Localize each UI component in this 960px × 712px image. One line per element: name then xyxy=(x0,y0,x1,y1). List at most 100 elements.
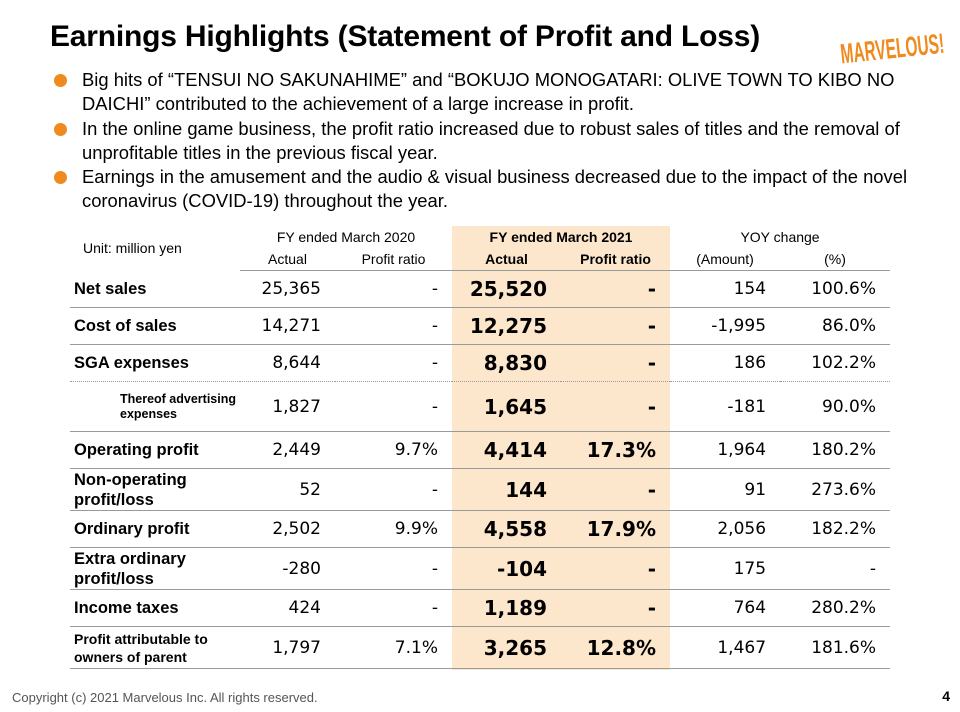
cell-yoy-amount: 1,467 xyxy=(670,626,781,669)
table-subheader-row: Actual Profit ratio Actual Profit ratio … xyxy=(70,248,891,271)
cell-actual-2020: 1,827 xyxy=(240,381,335,432)
cell-actual-2021: 8,830 xyxy=(452,344,561,382)
cell-ratio-2021: - xyxy=(561,547,671,590)
table-row-sga-expenses: SGA expenses 8,644 - 8,830 - 186 102.2% xyxy=(70,344,891,382)
cell-actual-2021: 144 xyxy=(452,468,561,511)
cell-actual-2021: -104 xyxy=(452,547,561,590)
subheader-yoy-percent: (%) xyxy=(780,248,891,271)
cell-ratio-2020: - xyxy=(335,344,452,382)
cell-yoy-percent: 181.6% xyxy=(780,626,891,669)
cell-yoy-amount: 154 xyxy=(670,270,781,308)
cell-actual-2020: 52 xyxy=(240,468,335,511)
cell-actual-2021: 3,265 xyxy=(452,626,561,669)
row-label: SGA expenses xyxy=(70,344,240,382)
cell-ratio-2021: 17.9% xyxy=(561,510,671,548)
cell-ratio-2021: - xyxy=(561,381,671,432)
page-title: Earnings Highlights (Statement of Profit… xyxy=(50,20,761,53)
table-row-cost-of-sales: Cost of sales 14,271 - 12,275 - -1,995 8… xyxy=(70,307,891,345)
table-group-header-row: Unit: million yen FY ended March 2020 FY… xyxy=(70,226,890,256)
row-label: Extra ordinary profit/loss xyxy=(70,547,240,590)
row-label: Income taxes xyxy=(70,589,240,627)
cell-ratio-2020: - xyxy=(335,270,452,308)
subheader-actual-2020: Actual xyxy=(240,248,335,271)
group-header-yoy: YOY change xyxy=(740,229,820,245)
cell-actual-2020: -280 xyxy=(240,547,335,590)
cell-actual-2021: 25,520 xyxy=(452,270,561,308)
table-row-non-operating: Non-operating profit/loss 52 - 144 - 91 … xyxy=(70,468,891,511)
cell-yoy-percent: 90.0% xyxy=(780,381,891,432)
bullet-text: In the online game business, the profit … xyxy=(82,117,900,163)
bullet-text: Big hits of “TENSUI NO SAKUNAHIME” and “… xyxy=(82,69,895,115)
table-row-extra-ordinary: Extra ordinary profit/loss -280 - -104 -… xyxy=(70,547,891,590)
row-label: Net sales xyxy=(70,270,240,308)
row-label: Cost of sales xyxy=(70,307,240,345)
table-row-ordinary-profit: Ordinary profit 2,502 9.9% 4,558 17.9% 2… xyxy=(70,510,891,548)
cell-yoy-amount: 186 xyxy=(670,344,781,382)
bullet-item: In the online game business, the profit … xyxy=(52,117,912,166)
cell-ratio-2020: 9.7% xyxy=(335,431,452,469)
cell-ratio-2020: - xyxy=(335,381,452,432)
cell-yoy-percent: - xyxy=(780,547,891,590)
cell-actual-2020: 8,644 xyxy=(240,344,335,382)
cell-actual-2021: 12,275 xyxy=(452,307,561,345)
cell-ratio-2020: - xyxy=(335,589,452,627)
cell-yoy-amount: 764 xyxy=(670,589,781,627)
cell-actual-2020: 25,365 xyxy=(240,270,335,308)
cell-actual-2021: 4,558 xyxy=(452,510,561,548)
table-row-profit-owners: Profit attributable to owners of parent … xyxy=(70,626,891,669)
cell-ratio-2020: - xyxy=(335,307,452,345)
cell-yoy-percent: 100.6% xyxy=(780,270,891,308)
subheader-yoy-amount: (Amount) xyxy=(670,248,781,271)
cell-actual-2020: 2,449 xyxy=(240,431,335,469)
cell-yoy-amount: 175 xyxy=(670,547,781,590)
subheader-ratio-2021: Profit ratio xyxy=(561,248,671,271)
group-header-fy2021: FY ended March 2021 xyxy=(489,229,633,245)
cell-yoy-percent: 273.6% xyxy=(780,468,891,511)
cell-actual-2021: 4,414 xyxy=(452,431,561,469)
table-row-income-taxes: Income taxes 424 - 1,189 - 764 280.2% xyxy=(70,589,891,627)
row-label: Operating profit xyxy=(70,431,240,469)
cell-yoy-amount: 91 xyxy=(670,468,781,511)
cell-ratio-2021: 17.3% xyxy=(561,431,671,469)
cell-actual-2020: 424 xyxy=(240,589,335,627)
unit-label: Unit: million yen xyxy=(83,240,182,257)
cell-yoy-amount: 2,056 xyxy=(670,510,781,548)
cell-yoy-percent: 102.2% xyxy=(780,344,891,382)
cell-actual-2021: 1,645 xyxy=(452,381,561,432)
row-label: Thereof advertising expenses xyxy=(70,381,240,432)
cell-ratio-2020: 9.9% xyxy=(335,510,452,548)
cell-ratio-2021: - xyxy=(561,468,671,511)
cell-ratio-2020: - xyxy=(335,547,452,590)
marvelous-logo: MARVELOUS! xyxy=(839,28,946,70)
cell-actual-2020: 1,797 xyxy=(240,626,335,669)
subheader-actual-2021: Actual xyxy=(452,248,561,271)
bullet-text: Earnings in the amusement and the audio … xyxy=(82,166,908,212)
subheader-ratio-2020: Profit ratio xyxy=(335,248,452,271)
cell-yoy-percent: 182.2% xyxy=(780,510,891,548)
cell-yoy-percent: 86.0% xyxy=(780,307,891,345)
cell-ratio-2021: - xyxy=(561,344,671,382)
row-label: Profit attributable to owners of parent xyxy=(70,626,240,669)
cell-ratio-2021: - xyxy=(561,589,671,627)
svg-text:MARVELOUS!: MARVELOUS! xyxy=(839,28,946,70)
cell-yoy-amount: -181 xyxy=(670,381,781,432)
cell-actual-2021: 1,189 xyxy=(452,589,561,627)
bullet-dot-icon xyxy=(54,171,67,185)
cell-yoy-percent: 180.2% xyxy=(780,431,891,469)
bullet-item: Big hits of “TENSUI NO SAKUNAHIME” and “… xyxy=(52,68,912,117)
bullet-dot-icon xyxy=(54,122,67,136)
table-row-advertising-expenses: Thereof advertising expenses 1,827 - 1,6… xyxy=(70,381,891,432)
page-number: 4 xyxy=(942,688,950,704)
group-header-fy2020: FY ended March 2020 xyxy=(276,229,416,245)
cell-actual-2020: 2,502 xyxy=(240,510,335,548)
cell-ratio-2021: - xyxy=(561,270,671,308)
row-label: Ordinary profit xyxy=(70,510,240,548)
cell-ratio-2021: 12.8% xyxy=(561,626,671,669)
profit-loss-table: Unit: million yen FY ended March 2020 FY… xyxy=(70,226,891,669)
cell-yoy-amount: 1,964 xyxy=(670,431,781,469)
cell-ratio-2020: 7.1% xyxy=(335,626,452,669)
copyright-footer: Copyright (c) 2021 Marvelous Inc. All ri… xyxy=(12,690,318,705)
row-label: Non-operating profit/loss xyxy=(70,468,240,511)
table-row-net-sales: Net sales 25,365 - 25,520 - 154 100.6% xyxy=(70,270,891,308)
cell-yoy-percent: 280.2% xyxy=(780,589,891,627)
